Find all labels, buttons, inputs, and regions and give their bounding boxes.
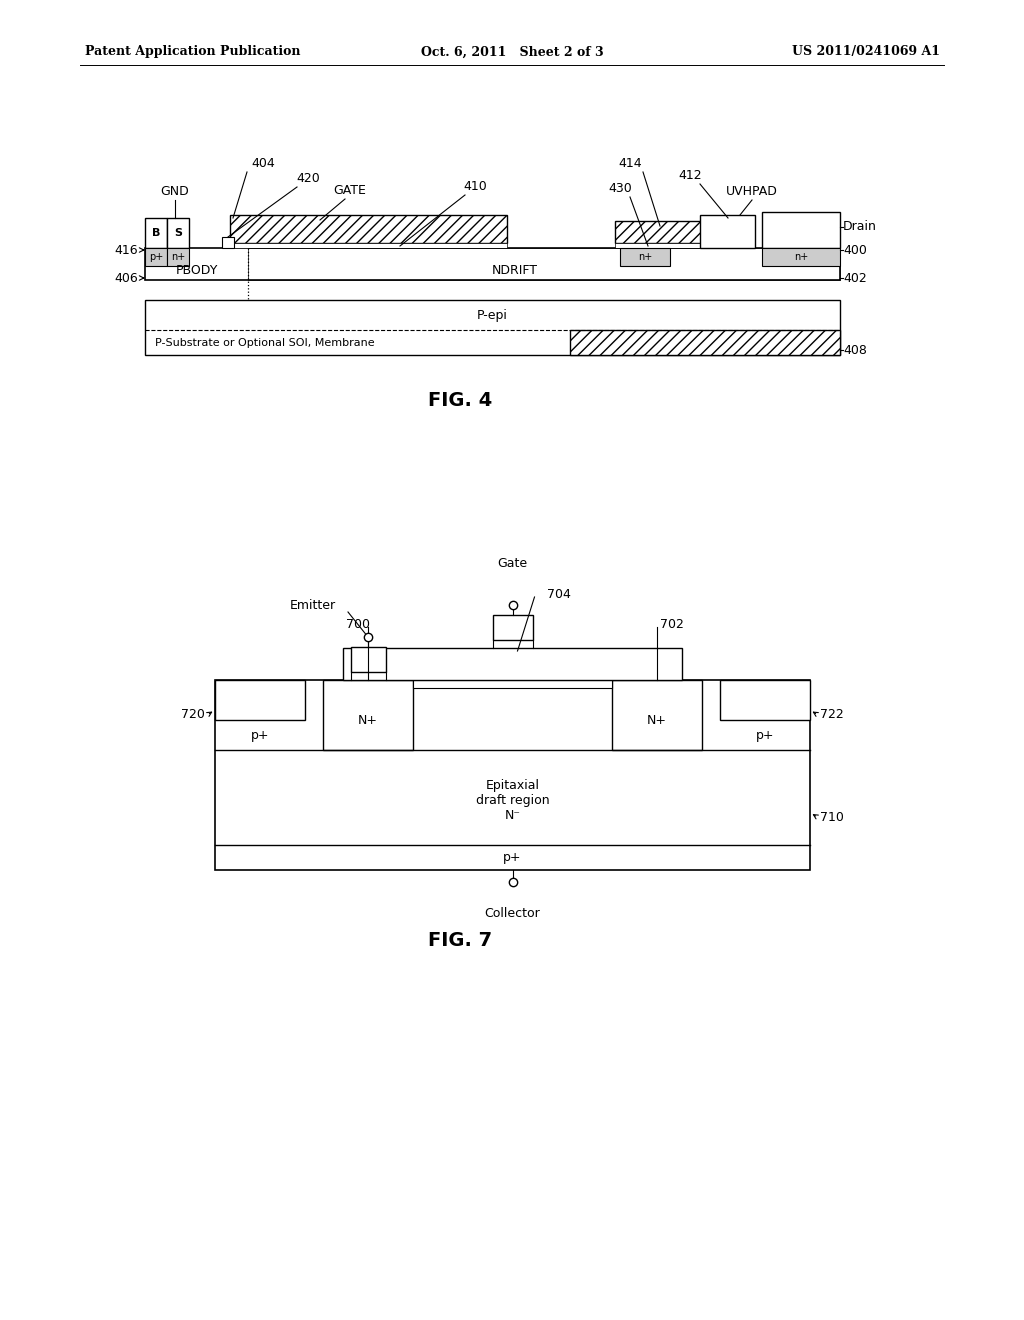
Text: N+: N+	[358, 714, 378, 726]
Bar	[230, 215, 507, 243]
Text: Drain: Drain	[843, 220, 877, 234]
Text: 704: 704	[548, 589, 571, 602]
Bar	[720, 680, 810, 719]
Text: 702: 702	[660, 619, 684, 631]
Bar	[350, 647, 385, 672]
Text: 722: 722	[820, 709, 844, 722]
Text: 412: 412	[678, 169, 701, 182]
Text: 420: 420	[296, 172, 319, 185]
Text: 720: 720	[181, 709, 205, 722]
Text: PBODY: PBODY	[175, 264, 218, 276]
Text: Patent Application Publication: Patent Application Publication	[85, 45, 300, 58]
Text: Gate: Gate	[498, 557, 527, 570]
Text: FIG. 7: FIG. 7	[428, 931, 493, 949]
Text: N⁻: N⁻	[505, 809, 520, 822]
Text: N+: N+	[647, 714, 667, 726]
Text: 710: 710	[820, 810, 844, 824]
Text: p+: p+	[503, 851, 522, 865]
Text: GATE: GATE	[334, 183, 367, 197]
Text: Epitaxial: Epitaxial	[485, 779, 540, 792]
Bar	[762, 248, 840, 267]
Bar	[323, 680, 413, 750]
Text: 406: 406	[115, 272, 138, 285]
Text: P-epi: P-epi	[477, 309, 508, 322]
Bar	[343, 648, 682, 680]
Bar	[215, 680, 305, 719]
Text: n+: n+	[171, 252, 185, 261]
Text: p+: p+	[251, 729, 269, 742]
Bar	[145, 248, 840, 280]
Text: Emitter: Emitter	[290, 599, 336, 612]
Bar	[570, 330, 840, 355]
Text: 400: 400	[843, 243, 867, 256]
Bar	[615, 220, 730, 243]
Bar	[167, 248, 189, 267]
Text: GND: GND	[161, 185, 189, 198]
Bar	[620, 248, 670, 267]
Bar	[145, 218, 167, 248]
Text: Collector: Collector	[484, 907, 541, 920]
Bar	[167, 218, 189, 248]
Text: 402: 402	[843, 272, 866, 285]
Text: FIG. 4: FIG. 4	[428, 391, 493, 409]
Text: P-Substrate or Optional SOI, Membrane: P-Substrate or Optional SOI, Membrane	[155, 338, 375, 347]
Bar	[493, 615, 532, 640]
Bar	[145, 248, 167, 267]
Text: S: S	[174, 228, 182, 238]
Text: n+: n+	[794, 252, 808, 261]
Bar	[230, 243, 507, 248]
Text: US 2011/0241069 A1: US 2011/0241069 A1	[792, 45, 940, 58]
Text: B: B	[152, 228, 160, 238]
Bar	[413, 680, 612, 688]
Text: UVHPAD: UVHPAD	[726, 185, 778, 198]
Bar	[215, 680, 810, 870]
Bar	[762, 213, 840, 248]
Bar	[248, 248, 840, 280]
Text: p+: p+	[756, 729, 774, 742]
Bar	[222, 238, 234, 248]
Text: 700: 700	[346, 619, 370, 631]
Bar	[145, 300, 840, 355]
Text: 404: 404	[251, 157, 274, 170]
Text: 430: 430	[608, 182, 632, 195]
Bar	[612, 680, 702, 750]
Bar	[700, 215, 755, 248]
Bar	[615, 243, 730, 248]
Bar	[248, 248, 840, 280]
Text: Oct. 6, 2011   Sheet 2 of 3: Oct. 6, 2011 Sheet 2 of 3	[421, 45, 603, 58]
Text: 414: 414	[618, 157, 642, 170]
Text: 408: 408	[843, 343, 867, 356]
Text: draft region: draft region	[476, 795, 549, 807]
Text: n+: n+	[638, 252, 652, 261]
Text: NDRIFT: NDRIFT	[492, 264, 538, 276]
Text: 416: 416	[115, 243, 138, 256]
Text: 410: 410	[463, 180, 486, 193]
Text: p+: p+	[148, 252, 163, 261]
